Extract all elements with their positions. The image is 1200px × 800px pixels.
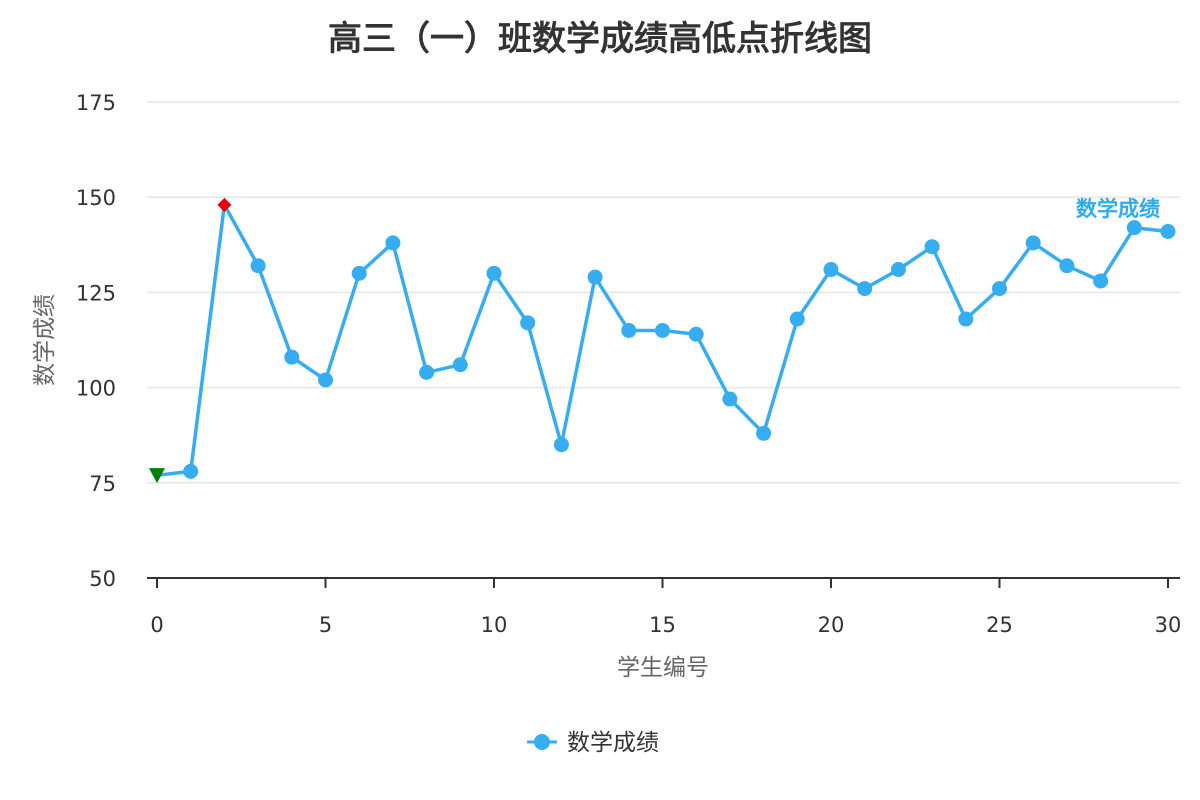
data-point[interactable] — [183, 463, 199, 479]
data-point[interactable] — [857, 281, 873, 297]
y-tick-label: 175 — [76, 91, 116, 115]
data-point[interactable] — [385, 235, 401, 251]
x-tick-label: 0 — [150, 613, 163, 637]
data-point[interactable] — [823, 262, 839, 278]
data-point[interactable] — [553, 437, 569, 453]
y-tick-label: 150 — [76, 186, 116, 210]
data-point[interactable] — [587, 269, 603, 285]
x-axis-title: 学生编号 — [617, 655, 709, 681]
data-point[interactable] — [1093, 273, 1109, 289]
grid-layer — [147, 101, 1180, 484]
data-point[interactable] — [655, 322, 670, 338]
data-point[interactable] — [486, 265, 502, 281]
x-tick-label: 5 — [319, 613, 332, 637]
data-point[interactable] — [688, 326, 704, 342]
series-end-label: 数学成绩 — [1076, 197, 1160, 221]
data-point[interactable] — [722, 391, 738, 407]
data-point[interactable] — [1126, 220, 1142, 236]
data-point[interactable] — [958, 311, 974, 327]
chart-title: 高三（一）班数学成绩高低点折线图 — [328, 19, 872, 59]
extreme-layer — [149, 197, 232, 484]
x-tick-label: 25 — [986, 613, 1013, 637]
data-point[interactable] — [250, 258, 266, 274]
data-point[interactable] — [1059, 258, 1075, 274]
data-point[interactable] — [756, 425, 772, 441]
y-tick-label: 75 — [89, 472, 116, 496]
data-point[interactable] — [419, 364, 435, 380]
data-point[interactable] — [351, 265, 367, 281]
max-point-marker[interactable] — [217, 197, 232, 212]
data-point[interactable] — [520, 315, 536, 331]
y-axis-title: 数学成绩 — [32, 294, 58, 386]
data-point[interactable] — [789, 311, 805, 327]
y-tick-label: 125 — [76, 281, 116, 305]
legend[interactable]: 数学成绩 — [527, 730, 659, 756]
legend-label: 数学成绩 — [567, 730, 659, 756]
data-point[interactable] — [621, 322, 637, 338]
data-point[interactable] — [1025, 235, 1041, 251]
data-point[interactable] — [284, 349, 300, 365]
x-tick-label: 20 — [818, 613, 845, 637]
y-tick-label: 100 — [76, 377, 116, 401]
x-tick-label: 15 — [649, 613, 676, 637]
min-point-marker[interactable] — [149, 468, 165, 484]
data-point[interactable] — [452, 357, 468, 373]
y-tick-label: 50 — [89, 567, 116, 591]
axis-layer: 50 75 100 125 150 175 0 5 10 15 20 25 30 — [76, 91, 1181, 637]
legend-marker — [534, 734, 550, 750]
data-point[interactable] — [992, 281, 1007, 297]
x-tick-label: 30 — [1155, 613, 1182, 637]
data-point[interactable] — [318, 372, 333, 388]
data-point[interactable] — [890, 262, 906, 278]
data-point[interactable] — [1160, 223, 1176, 239]
data-point[interactable] — [924, 239, 940, 255]
series-line — [156, 203, 1169, 477]
x-tick-label: 10 — [481, 613, 508, 637]
series-layer — [156, 203, 1176, 479]
